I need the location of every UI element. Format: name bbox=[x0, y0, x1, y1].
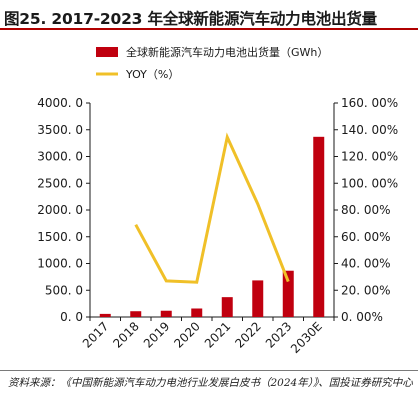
right-tick-label: 60. 00% bbox=[341, 230, 391, 244]
x-tick-label: 2022 bbox=[232, 319, 263, 350]
bar-line-chart: 0. 0 500. 0 1000. 0 1500. 0 2000. 0 2500. 0 30… bbox=[37, 45, 398, 356]
x-tick-label: 2020 bbox=[171, 319, 202, 350]
x-tick-label: 2021 bbox=[202, 319, 233, 350]
right-tick-label: 100. 00% bbox=[341, 176, 398, 190]
left-tick-label: 500. 0 bbox=[45, 283, 83, 297]
bar bbox=[160, 310, 172, 317]
bar bbox=[282, 270, 294, 317]
left-tick-label: 1000. 0 bbox=[37, 257, 83, 271]
legend-label: YOY（%） bbox=[125, 68, 179, 81]
right-tick-label: 140. 00% bbox=[341, 123, 398, 137]
source-note: 资料来源：《中国新能源汽车动力电池行业发展白皮书（2024年）》、国投证券研究中… bbox=[0, 370, 418, 406]
right-tick-label: 20. 00% bbox=[341, 283, 391, 297]
left-tick-label: 2000. 0 bbox=[37, 203, 83, 217]
bar bbox=[130, 311, 142, 317]
legend-label: 全球新能源汽车动力电池出货量（GWh） bbox=[126, 45, 328, 59]
right-tick-label: 80. 00% bbox=[341, 203, 391, 217]
bar bbox=[221, 297, 233, 317]
x-tick-label: 2019 bbox=[141, 319, 172, 350]
bar bbox=[252, 280, 264, 317]
bar bbox=[99, 313, 111, 317]
right-tick-label: 0. 00% bbox=[341, 310, 383, 324]
left-tick-label: 0. 0 bbox=[60, 310, 83, 324]
right-tick-label: 40. 00% bbox=[341, 257, 391, 271]
x-tick-label: 2018 bbox=[110, 319, 141, 350]
left-tick-label: 1500. 0 bbox=[37, 230, 83, 244]
legend-swatch-bar bbox=[96, 47, 118, 57]
left-tick-label: 3500. 0 bbox=[37, 123, 83, 137]
right-tick-label: 160. 00% bbox=[341, 96, 398, 110]
bar bbox=[191, 308, 203, 317]
left-tick-label: 2500. 0 bbox=[37, 176, 83, 190]
figure-title: 图25. 2017-2023 年全球新能源汽车动力电池出货量 bbox=[0, 0, 418, 30]
x-tick-label: 2017 bbox=[80, 319, 111, 350]
left-tick-label: 4000. 0 bbox=[37, 96, 83, 110]
bar bbox=[313, 136, 325, 317]
yoy-line bbox=[134, 132, 290, 284]
left-tick-label: 3000. 0 bbox=[37, 150, 83, 164]
right-tick-label: 120. 00% bbox=[341, 150, 398, 164]
x-tick-label: 2030E bbox=[288, 319, 325, 356]
